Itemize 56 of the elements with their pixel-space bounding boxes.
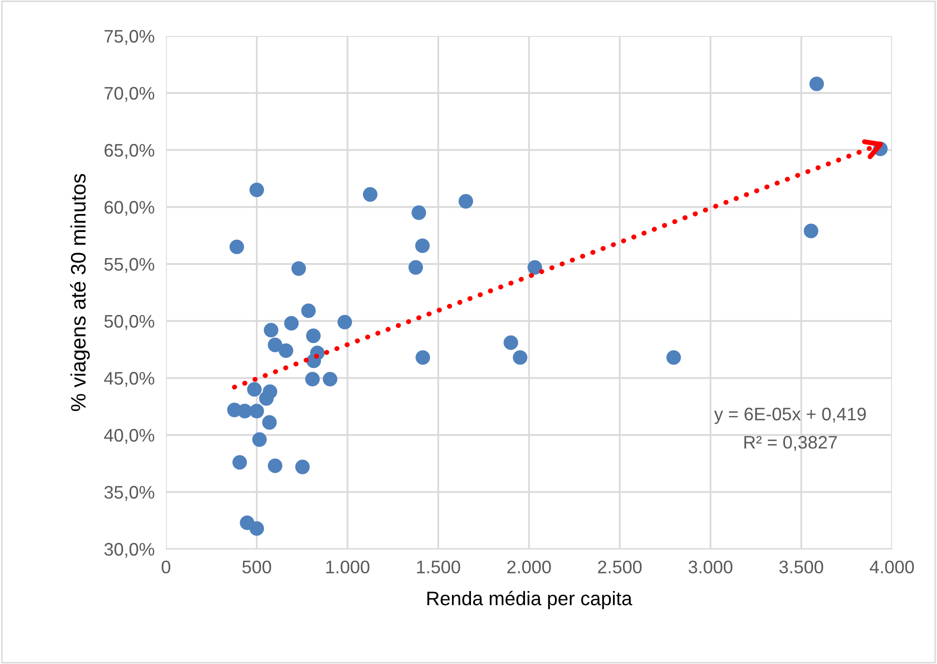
- y-axis-title: % viagens até 30 minutos: [70, 174, 90, 412]
- x-tick-label: 4.000: [870, 560, 914, 574]
- x-tick-label: 3.000: [688, 560, 732, 574]
- point: [301, 303, 316, 318]
- point: [408, 260, 424, 275]
- x-tick-label: 500: [242, 560, 272, 574]
- point: [247, 382, 262, 397]
- point: [262, 415, 277, 430]
- point: [268, 458, 282, 474]
- point: [362, 187, 378, 202]
- point: [291, 261, 306, 276]
- point: [249, 182, 264, 198]
- point: [252, 432, 267, 447]
- point: [804, 224, 818, 238]
- point: [278, 343, 294, 358]
- point: [249, 404, 264, 418]
- point: [259, 391, 274, 406]
- point: [249, 521, 264, 536]
- x-tick-label: 1.500: [417, 560, 460, 574]
- point: [666, 350, 681, 365]
- point: [322, 372, 338, 386]
- x-tick-label: 1.000: [326, 560, 370, 574]
- point: [528, 260, 542, 275]
- y-tick-label: 30,0%: [104, 542, 154, 558]
- point: [809, 76, 824, 92]
- point: [458, 194, 474, 209]
- annotation: y = 6E-05x + 0,419: [714, 408, 866, 424]
- x-tick-label: 0: [162, 560, 170, 574]
- y-tick-label: 65,0%: [104, 144, 154, 159]
- point: [305, 372, 320, 386]
- point: [337, 314, 352, 330]
- point: [268, 338, 282, 352]
- y-tick-label: 40,0%: [104, 428, 154, 444]
- point: [230, 240, 244, 254]
- point: [512, 350, 528, 365]
- point: [284, 316, 299, 331]
- y-tick-label: 35,0%: [104, 486, 154, 501]
- point: [416, 350, 430, 365]
- x-tick-label: 2.500: [598, 560, 642, 574]
- point: [232, 455, 247, 470]
- point: [264, 322, 278, 338]
- point: [504, 335, 518, 350]
- y-tick-label: 75,0%: [104, 30, 154, 45]
- x-axis-title: Renda média per capita: [427, 590, 632, 610]
- y-tick-label: 45,0%: [104, 372, 154, 387]
- point: [295, 460, 310, 474]
- x-tick-label: 2.000: [507, 560, 551, 574]
- point: [306, 328, 321, 344]
- y-tick-label: 50,0%: [104, 314, 154, 330]
- x-tick-label: 3.500: [779, 560, 824, 574]
- point: [415, 238, 430, 254]
- y-tick-label: 70,0%: [104, 86, 154, 102]
- point: [412, 205, 426, 220]
- y-tick-label: 60,0%: [104, 200, 154, 216]
- y-tick-label: 55,0%: [104, 258, 154, 273]
- annotation: R² = 0,3827: [744, 436, 837, 451]
